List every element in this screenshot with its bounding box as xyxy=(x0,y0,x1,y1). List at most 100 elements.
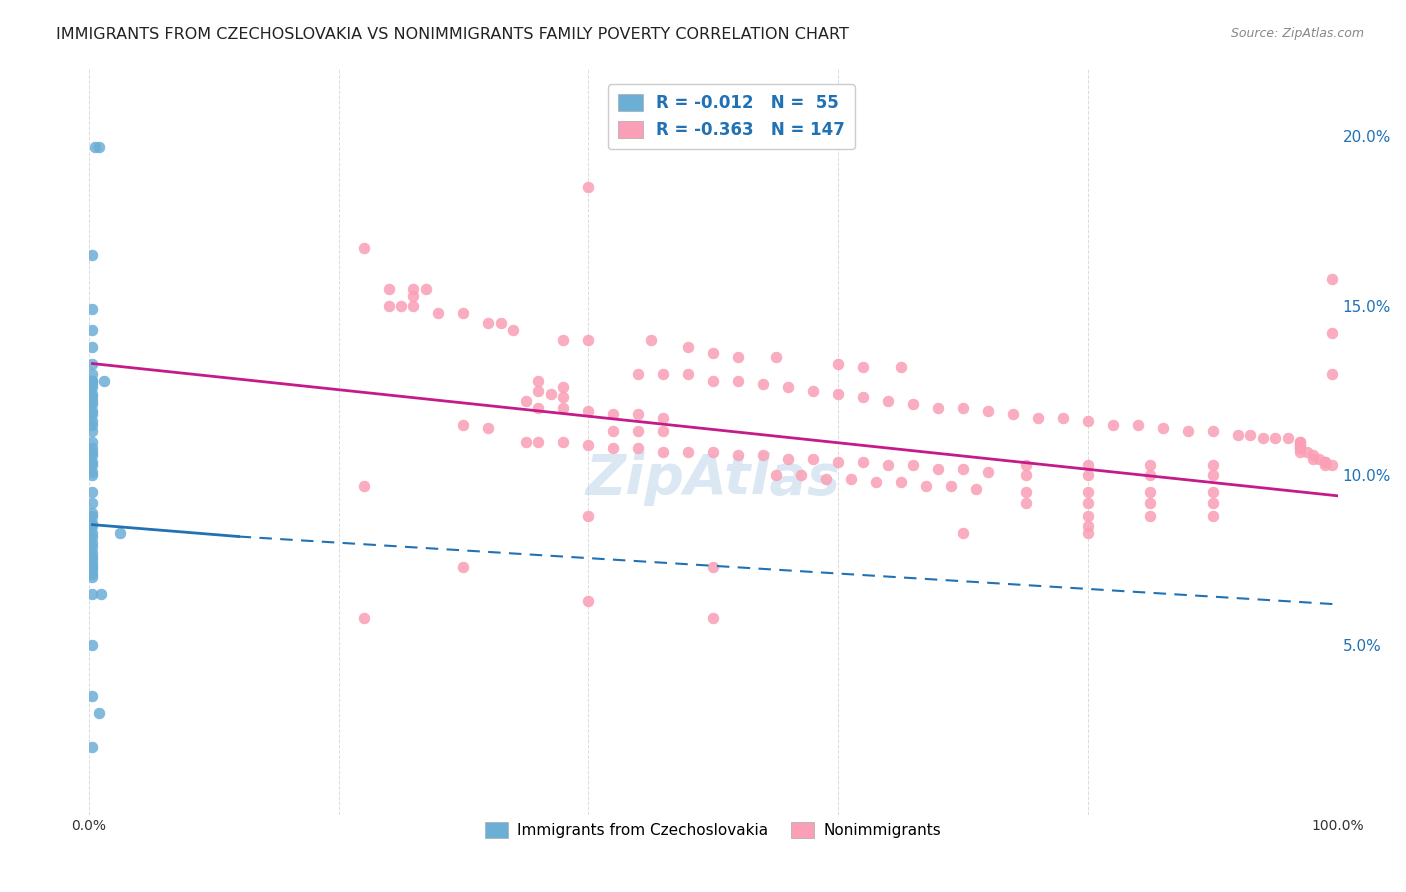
Point xyxy=(1202,425,1225,439)
Point xyxy=(890,359,912,374)
Point xyxy=(453,417,475,432)
Point xyxy=(778,451,800,466)
Point xyxy=(1308,451,1330,466)
Point xyxy=(576,180,599,194)
Point xyxy=(576,594,599,608)
Point xyxy=(82,434,104,449)
Point xyxy=(627,425,650,439)
Point xyxy=(652,425,675,439)
Point xyxy=(602,408,624,422)
Point xyxy=(427,306,450,320)
Point xyxy=(752,448,775,462)
Point xyxy=(82,485,104,500)
Point xyxy=(827,387,849,401)
Point xyxy=(377,282,399,296)
Point xyxy=(877,458,900,473)
Point xyxy=(82,340,104,354)
Point xyxy=(82,404,104,418)
Point xyxy=(1126,417,1149,432)
Text: Source: ZipAtlas.com: Source: ZipAtlas.com xyxy=(1230,27,1364,40)
Point xyxy=(82,557,104,571)
Point xyxy=(553,434,575,449)
Point xyxy=(82,376,104,391)
Point xyxy=(1202,485,1225,500)
Point xyxy=(527,384,550,398)
Legend: Immigrants from Czechoslovakia, Nonimmigrants: Immigrants from Czechoslovakia, Nonimmig… xyxy=(479,816,948,845)
Point xyxy=(1077,414,1099,428)
Point xyxy=(82,397,104,411)
Point xyxy=(765,468,787,483)
Point xyxy=(778,380,800,394)
Point xyxy=(353,611,375,625)
Point xyxy=(82,553,104,567)
Point xyxy=(540,387,562,401)
Point xyxy=(87,706,110,720)
Point xyxy=(402,289,425,303)
Point xyxy=(1315,455,1337,469)
Point xyxy=(1251,431,1274,445)
Point xyxy=(82,564,104,578)
Point xyxy=(901,458,924,473)
Point xyxy=(82,536,104,550)
Point xyxy=(82,638,104,652)
Point xyxy=(82,495,104,509)
Point xyxy=(901,397,924,411)
Point xyxy=(1139,468,1161,483)
Point xyxy=(553,391,575,405)
Point xyxy=(1077,526,1099,541)
Point xyxy=(82,374,104,388)
Point xyxy=(865,475,887,490)
Point xyxy=(1139,485,1161,500)
Point xyxy=(927,461,949,475)
Point xyxy=(553,333,575,347)
Point xyxy=(627,442,650,456)
Point xyxy=(1289,438,1312,452)
Point xyxy=(82,393,104,408)
Point xyxy=(82,560,104,574)
Point xyxy=(702,374,724,388)
Point xyxy=(82,367,104,381)
Point xyxy=(1177,425,1199,439)
Point xyxy=(576,404,599,418)
Point xyxy=(527,434,550,449)
Point xyxy=(1077,485,1099,500)
Point xyxy=(827,357,849,371)
Point xyxy=(1077,468,1099,483)
Point xyxy=(90,587,112,601)
Point xyxy=(702,560,724,574)
Point xyxy=(82,387,104,401)
Point xyxy=(82,566,104,581)
Point xyxy=(1226,427,1249,442)
Point xyxy=(82,414,104,428)
Point xyxy=(727,448,749,462)
Point xyxy=(477,421,499,435)
Point xyxy=(1077,495,1099,509)
Point xyxy=(640,333,662,347)
Point xyxy=(82,323,104,337)
Point xyxy=(389,299,412,313)
Point xyxy=(1014,495,1036,509)
Point xyxy=(852,391,875,405)
Point xyxy=(702,444,724,458)
Point xyxy=(82,529,104,543)
Point xyxy=(1014,485,1036,500)
Point xyxy=(82,739,104,754)
Point xyxy=(952,461,974,475)
Point xyxy=(553,401,575,415)
Point xyxy=(827,455,849,469)
Point xyxy=(82,549,104,564)
Point xyxy=(1239,427,1261,442)
Text: IMMIGRANTS FROM CZECHOSLOVAKIA VS NONIMMIGRANTS FAMILY POVERTY CORRELATION CHART: IMMIGRANTS FROM CZECHOSLOVAKIA VS NONIMM… xyxy=(56,27,849,42)
Point xyxy=(576,509,599,524)
Point xyxy=(727,374,749,388)
Point xyxy=(801,384,824,398)
Point xyxy=(502,323,524,337)
Point xyxy=(1289,438,1312,452)
Point xyxy=(82,519,104,533)
Point xyxy=(1289,434,1312,449)
Point xyxy=(82,444,104,458)
Point xyxy=(453,306,475,320)
Point xyxy=(727,350,749,364)
Point xyxy=(377,299,399,313)
Point xyxy=(82,248,104,262)
